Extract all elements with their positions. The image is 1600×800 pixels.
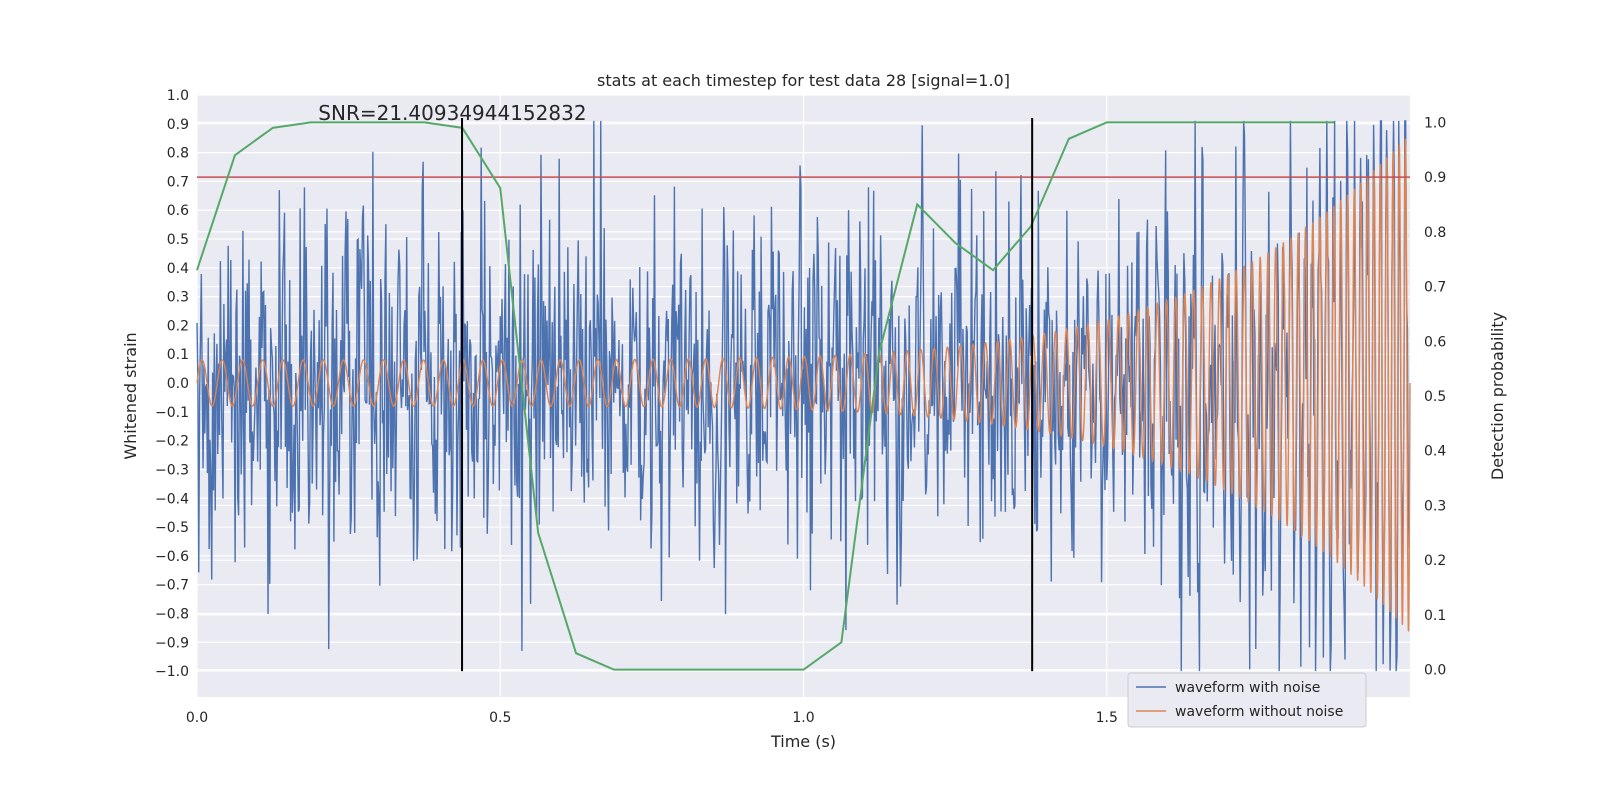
y-axis-label: Whitened strain	[121, 332, 140, 459]
axis-ticks: −1.0 −0.9 −0.8 −0.7 −0.6 −0.5 −0.4 −0.3 −0.2 −0.1…	[155, 88, 1446, 726]
snr-annotation: SNR=21.40934944152832	[318, 101, 586, 125]
y-tick-label: 0.9	[167, 117, 189, 133]
y2-tick-label: 0.1	[1424, 608, 1446, 624]
y-tick-label: 0.1	[167, 347, 189, 363]
legend-entry-noise: waveform with noise	[1175, 680, 1320, 696]
y-tick-label: −0.8	[155, 606, 189, 622]
y2-axis-label: Detection probability	[1488, 312, 1507, 480]
y-tick-label: −0.6	[155, 549, 189, 565]
y-tick-label: −0.3	[155, 462, 189, 478]
y2-tick-label: 1.0	[1424, 115, 1446, 131]
y-tick-label: 0.3	[167, 290, 189, 306]
y2-tick-label: 0.0	[1424, 663, 1446, 679]
y-tick-label: 0.6	[167, 203, 189, 219]
y-tick-label: 0.4	[167, 261, 189, 277]
y2-tick-label: 0.8	[1424, 225, 1446, 241]
y2-tick-label: 0.2	[1424, 553, 1446, 569]
data-layer	[196, 120, 1411, 672]
y-tick-label: −0.7	[155, 578, 189, 594]
legend-entry-clean: waveform without noise	[1175, 704, 1343, 720]
x-tick-label: 1.0	[792, 710, 814, 726]
y2-tick-label: 0.5	[1424, 389, 1446, 405]
y-tick-label: −0.2	[155, 434, 189, 450]
y-tick-label: 0.5	[167, 232, 189, 248]
x-tick-label: 0.5	[489, 710, 511, 726]
legend: waveform with noise waveform without noi…	[1127, 672, 1367, 728]
y-tick-label: −0.1	[155, 405, 189, 421]
chart-title: stats at each timestep for test data 28 …	[597, 71, 1010, 90]
legend-box	[1127, 672, 1367, 728]
noisy-waveform-line	[196, 120, 1410, 672]
y2-tick-label: 0.9	[1424, 170, 1446, 186]
y2-tick-label: 0.6	[1424, 334, 1446, 350]
y-tick-label: 1.0	[167, 88, 189, 104]
reference-lines	[196, 118, 1410, 672]
y-tick-label: 0.8	[167, 146, 189, 162]
y2-tick-label: 0.3	[1424, 498, 1446, 514]
y-tick-label: −0.5	[155, 520, 189, 536]
x-tick-label: 1.5	[1096, 710, 1118, 726]
y-tick-label: 0.7	[167, 174, 189, 190]
x-tick-label: 0.0	[186, 710, 208, 726]
x-axis-label: Time (s)	[770, 732, 836, 751]
y-tick-label: −0.9	[155, 635, 189, 651]
y2-tick-label: 0.4	[1424, 444, 1446, 460]
y-tick-label: 0.2	[167, 318, 189, 334]
y-tick-label: −0.4	[155, 491, 189, 507]
y2-tick-label: 0.7	[1424, 280, 1446, 296]
y-tick-label: −1.0	[155, 664, 189, 680]
clean-waveform-line	[196, 138, 1411, 632]
y-tick-label: 0.0	[167, 376, 189, 392]
